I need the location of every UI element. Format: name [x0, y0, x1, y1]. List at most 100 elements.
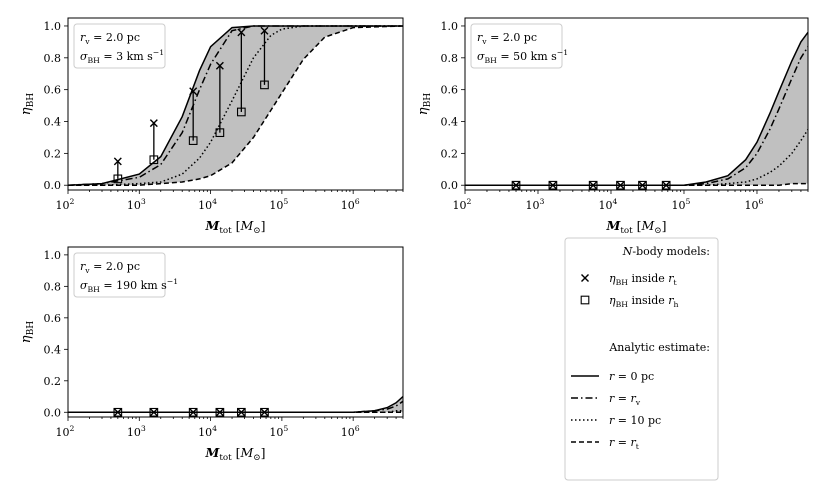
- x-axis-title: Mtot [M⊙]: [204, 445, 265, 463]
- legend-label-part: inside: [628, 294, 668, 307]
- y-tick-label: 0.6: [441, 84, 459, 97]
- x-tick-label: 102: [453, 197, 472, 212]
- legend: N-body models: Analytic estimate: ηBH insi…: [564, 237, 719, 481]
- legend-label-part: r: [630, 392, 636, 405]
- nbody-rh-marker: [149, 155, 159, 165]
- x-tick-label-part: 10: [341, 426, 355, 439]
- x-axis-title-part: tot: [620, 226, 633, 236]
- legend-label-part: η: [609, 272, 616, 285]
- x-tick-label: 103: [127, 197, 146, 212]
- x-stroke: [113, 157, 122, 166]
- x-tick-label: 106: [341, 424, 360, 439]
- nbody-rh-marker: [188, 407, 198, 417]
- x-axis-title-part: [: [232, 445, 241, 460]
- curve-solid: [68, 395, 403, 414]
- y-axis-title-part: η: [19, 335, 34, 343]
- x-stroke: [260, 26, 269, 35]
- parameter-line-part: = 50 km s: [497, 50, 557, 63]
- x-tick-label-part: 10: [269, 426, 283, 439]
- legend-heading-analytic: Analytic estimate:: [608, 341, 710, 354]
- x-stroke: [215, 61, 224, 70]
- parameter-line-part: σ: [80, 279, 88, 292]
- legend-label-part: r: [668, 272, 674, 285]
- legend-entry: r = rt: [571, 436, 640, 451]
- nbody-rh-marker: [616, 180, 625, 190]
- curve-dashdot: [68, 25, 403, 186]
- x-tick-label: 106: [745, 197, 764, 212]
- nbody-rt-marker: [149, 408, 158, 417]
- x-tick-label-part: 2: [70, 424, 75, 433]
- legend-label-part: t: [636, 442, 640, 451]
- x-tick-label-part: 10: [198, 199, 212, 212]
- nbody-rh-marker: [661, 180, 671, 190]
- nbody-rt-marker: [237, 408, 246, 417]
- y-tick-label: 0.0: [44, 179, 62, 192]
- y-tick-label: 0.4: [44, 116, 62, 129]
- legend-label-part: = 0 pc: [614, 370, 654, 383]
- y-axis-title-part: η: [19, 107, 34, 115]
- x-tick-label-part: 3: [141, 197, 146, 206]
- y-tick-label: 0.8: [441, 52, 459, 65]
- y-axis-title-part: η: [416, 107, 431, 115]
- x-stroke: [638, 181, 647, 190]
- nbody-rh-marker: [236, 107, 246, 117]
- legend-entry: r = rv: [571, 392, 641, 407]
- parameter-line-part: = 190 km s: [100, 279, 167, 292]
- legend-heading-nbody: N-body models:: [622, 245, 710, 258]
- x-tick-label: 105: [269, 424, 288, 439]
- axes-frame: [464, 17, 809, 191]
- x-tick-label-part: 6: [759, 197, 764, 206]
- y-tick-label: 0.6: [44, 312, 62, 325]
- y-axis-title: ηBH: [416, 93, 433, 115]
- nbody-rt-marker: [548, 181, 557, 190]
- legend-label: r = rt: [609, 436, 640, 451]
- nbody-rt-marker: [662, 181, 671, 190]
- x-axis-title-part: ⊙: [253, 226, 260, 236]
- nbody-rt-marker: [638, 181, 647, 190]
- x-stroke: [237, 408, 246, 417]
- x-axis-title-part: ]: [261, 218, 266, 233]
- parameter-line-part: BH: [88, 56, 101, 65]
- x-tick-label-part: 10: [56, 199, 70, 212]
- legend-entry: ηBH inside rt: [581, 272, 678, 287]
- x-tick-label-part: 10: [127, 426, 141, 439]
- y-tick-label: 0.6: [44, 84, 62, 97]
- parameter-line-part: = 2.0 pc: [487, 31, 537, 44]
- x-axis-title-part: tot: [219, 226, 232, 236]
- nbody-rh-marker: [215, 128, 225, 138]
- shaded-band: [465, 32, 808, 186]
- x-tick-label-part: 10: [672, 199, 686, 212]
- x-stroke: [113, 408, 122, 417]
- y-tick-label: 0.8: [44, 280, 62, 293]
- x-tick-label-part: 10: [56, 426, 70, 439]
- x-tick-label: 105: [269, 197, 288, 212]
- x-axis-title-part: M: [239, 445, 254, 460]
- parameter-line-part: v: [481, 37, 487, 46]
- legend-label-part: =: [614, 436, 630, 449]
- legend-label-part: v: [635, 398, 641, 407]
- nbody-rh-marker: [113, 174, 123, 184]
- legend-label-part: r: [668, 294, 674, 307]
- parameter-line-part: −1: [153, 48, 164, 57]
- x-axis-title-part: [: [232, 218, 241, 233]
- x-tick-label: 103: [526, 197, 545, 212]
- x-tick-label: 104: [198, 197, 217, 212]
- x-axis-title-part: M: [204, 445, 220, 460]
- shaded-band: [68, 396, 403, 413]
- x-stroke: [616, 181, 625, 190]
- x-tick-label: 104: [198, 424, 217, 439]
- legend-square-marker: [580, 295, 590, 305]
- y-axis-title-part: BH: [423, 93, 433, 108]
- legend-x-marker: [581, 274, 589, 282]
- curve-dotted: [68, 409, 403, 414]
- parameter-line-part: −1: [557, 48, 568, 57]
- curve-dashdot: [68, 400, 403, 414]
- x-stroke: [662, 181, 671, 190]
- x-stroke: [512, 181, 521, 190]
- y-tick-label: 1.0: [44, 20, 62, 33]
- nbody-rt-marker: [260, 408, 269, 417]
- x-tick-label-part: 2: [467, 197, 472, 206]
- x-tick-label-part: 10: [453, 199, 467, 212]
